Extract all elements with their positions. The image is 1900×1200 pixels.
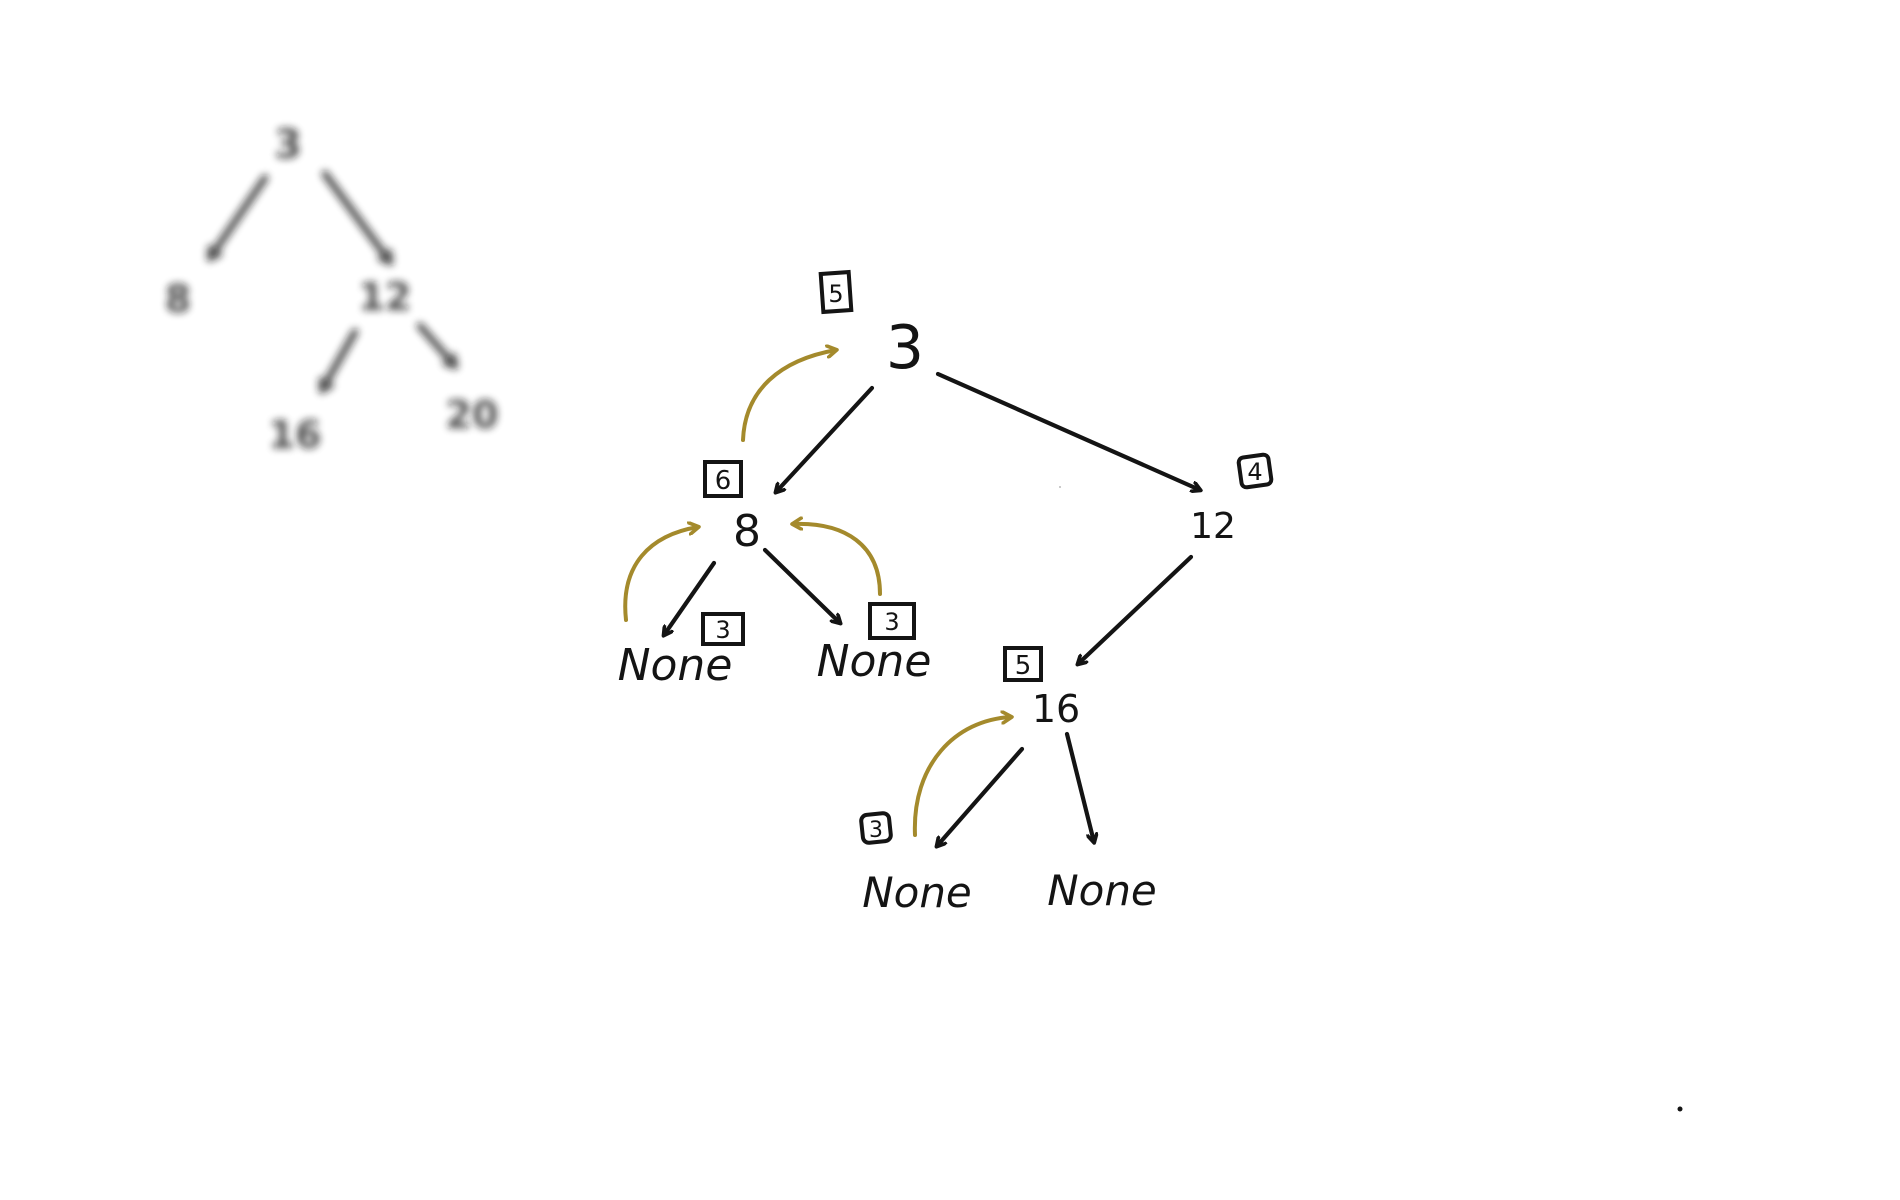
tree-nodes: 3 8 12 16 None None None None — [618, 313, 1236, 917]
tree-edges — [664, 371, 1200, 846]
node-left-left-none: None — [618, 640, 733, 691]
svg-text:6: 6 — [715, 466, 732, 496]
box-root: 5 — [818, 269, 854, 315]
thumb-node-right: 12 — [359, 275, 412, 319]
edge-left-rightnone — [762, 547, 840, 623]
thumb-edge-root-right — [321, 170, 394, 266]
edge-16-rightnone — [1064, 731, 1094, 842]
return-arrow-leftnone-to-16 — [912, 717, 1011, 837]
edge-root-right — [935, 371, 1200, 490]
thumb-edge-right-left — [322, 328, 359, 394]
node-16-right-none: None — [1047, 866, 1157, 915]
node-right-left: 16 — [1032, 687, 1080, 731]
svg-text:5: 5 — [828, 280, 843, 308]
edge-left-leftnone — [664, 560, 717, 635]
stray-dot — [1677, 1106, 1683, 1112]
svg-text:3: 3 — [715, 616, 730, 644]
edge-16-leftnone — [937, 746, 1025, 846]
thumb-node-left: 8 — [165, 277, 191, 321]
svg-text:3: 3 — [869, 818, 883, 843]
node-16-left-none: None — [862, 868, 972, 917]
thumb-node-right-left: 16 — [269, 413, 322, 457]
return-arrow-leftnone-to-left — [623, 527, 698, 622]
thumb-edge-right-right — [416, 322, 459, 370]
return-arrow-rightnone-to-left — [793, 524, 882, 596]
edge-right-16 — [1078, 554, 1194, 664]
counter-boxes: 5 6 4 5 3 3 3 — [701, 269, 1274, 845]
box-right: 4 — [1236, 452, 1274, 490]
node-root: 3 — [886, 313, 924, 383]
node-left: 8 — [733, 506, 761, 557]
svg-text:5: 5 — [1015, 651, 1032, 681]
box-rightnone: 3 — [868, 602, 916, 640]
box-16-leftnone: 3 — [859, 811, 893, 845]
faint-dot — [1059, 486, 1061, 488]
return-arrow-left-to-root — [741, 350, 836, 442]
box-left: 6 — [703, 460, 743, 498]
edge-root-left — [776, 385, 875, 492]
box-leftnone: 3 — [701, 612, 745, 646]
return-arrows — [623, 350, 1011, 837]
thumb-node-root: 3 — [274, 122, 302, 168]
svg-text:3: 3 — [884, 608, 899, 636]
node-right: 12 — [1190, 506, 1236, 547]
thumb-edge-root-left — [206, 174, 269, 262]
node-left-right-none: None — [817, 636, 932, 687]
svg-text:4: 4 — [1247, 458, 1262, 486]
thumbnail-tree: 3 8 12 16 20 — [165, 122, 499, 457]
box-right-left: 5 — [1003, 646, 1043, 682]
thumb-node-right-right: 20 — [446, 393, 499, 437]
